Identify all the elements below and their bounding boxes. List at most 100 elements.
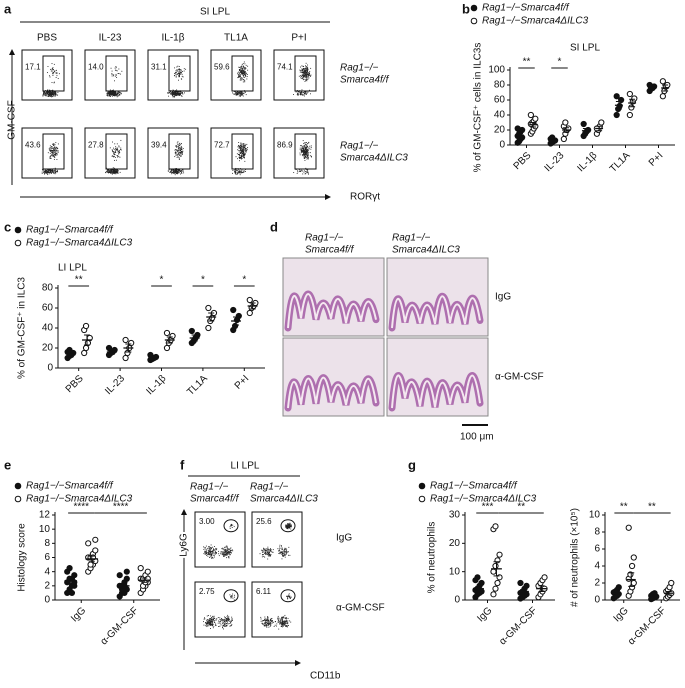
event-dot [308,74,310,76]
event-dot [283,623,285,625]
event-dot [234,171,236,173]
event-dot [182,70,183,72]
data-point [527,111,534,119]
event-dot [180,148,182,150]
event-dot [213,556,215,558]
event-dot [120,147,122,149]
data-point [123,568,130,575]
event-dot [173,96,175,98]
event-dot [272,622,274,624]
event-dot [238,75,240,77]
event-dot [305,154,307,156]
event-dot [233,93,235,95]
event-dot [219,622,221,624]
event-dot [277,618,279,620]
event-dot [118,93,120,95]
event-dot [242,152,244,154]
event-dot [116,170,118,172]
event-dot [114,173,116,175]
event-dot [303,150,305,152]
event-dot [171,172,173,174]
event-dot [272,551,274,553]
event-dot [291,526,292,528]
significance-label: * [201,275,205,286]
event-dot [287,595,289,597]
event-dot [108,172,110,174]
event-dot [49,170,51,172]
event-dot [226,554,228,556]
event-dot [308,74,309,76]
event-dot [287,623,289,625]
event-dot [218,555,220,557]
event-dot [58,73,60,75]
event-dot [239,91,241,93]
event-dot [53,92,55,94]
event-dot [236,94,238,96]
event-dot [302,173,304,175]
event-dot [207,547,209,549]
event-dot [280,551,281,553]
event-dot [271,620,273,622]
event-dot [245,64,247,66]
event-dot [231,523,233,525]
event-dot [306,154,308,156]
event-dot [284,622,286,624]
event-dot [175,173,177,175]
event-dot [225,617,227,619]
event-dot [51,68,53,70]
event-dot [266,626,268,628]
event-dot [230,620,232,622]
event-dot [240,93,242,95]
event-dot [301,169,302,171]
event-dot [239,74,241,76]
event-dot [211,553,213,555]
event-dot [285,553,287,554]
event-dot [177,170,179,172]
event-dot [57,94,59,96]
event-dot [307,146,309,148]
event-dot [240,144,242,146]
event-dot [231,618,233,620]
event-dot [264,623,266,624]
event-dot [203,553,205,555]
lumen [391,374,481,409]
event-dot [208,547,210,549]
event-dot [280,622,281,624]
event-dot [310,93,312,95]
event-dot [277,550,279,552]
event-dot [224,555,226,557]
event-dot [234,171,235,173]
event-dot [306,73,308,75]
event-dot [307,75,309,77]
event-dot [265,622,267,624]
event-dot [289,525,291,527]
axis-label: Ly6G [179,533,190,557]
event-dot [112,170,114,172]
event-dot [304,151,306,153]
event-dot [220,553,222,555]
event-dot [212,618,214,620]
event-dot [177,152,179,154]
event-dot [174,92,176,94]
event-dot [52,68,54,70]
event-dot [116,150,118,151]
event-dot [176,70,178,72]
event-dot [230,554,231,556]
event-dot [284,622,286,624]
event-dot [234,172,236,174]
event-dot [239,75,241,77]
event-dot [179,92,181,94]
event-dot [221,548,223,550]
event-dot [113,93,115,95]
event-dot [116,147,118,149]
data-point [87,561,94,568]
x-tick-label: IgG [612,605,631,624]
event-dot [307,158,309,160]
event-dot [279,547,281,549]
flow-frame [84,127,136,179]
event-dot [230,549,232,551]
event-dot [180,69,182,71]
event-dot [230,596,232,598]
event-dot [241,72,243,74]
condition-label: PBS [37,33,57,44]
